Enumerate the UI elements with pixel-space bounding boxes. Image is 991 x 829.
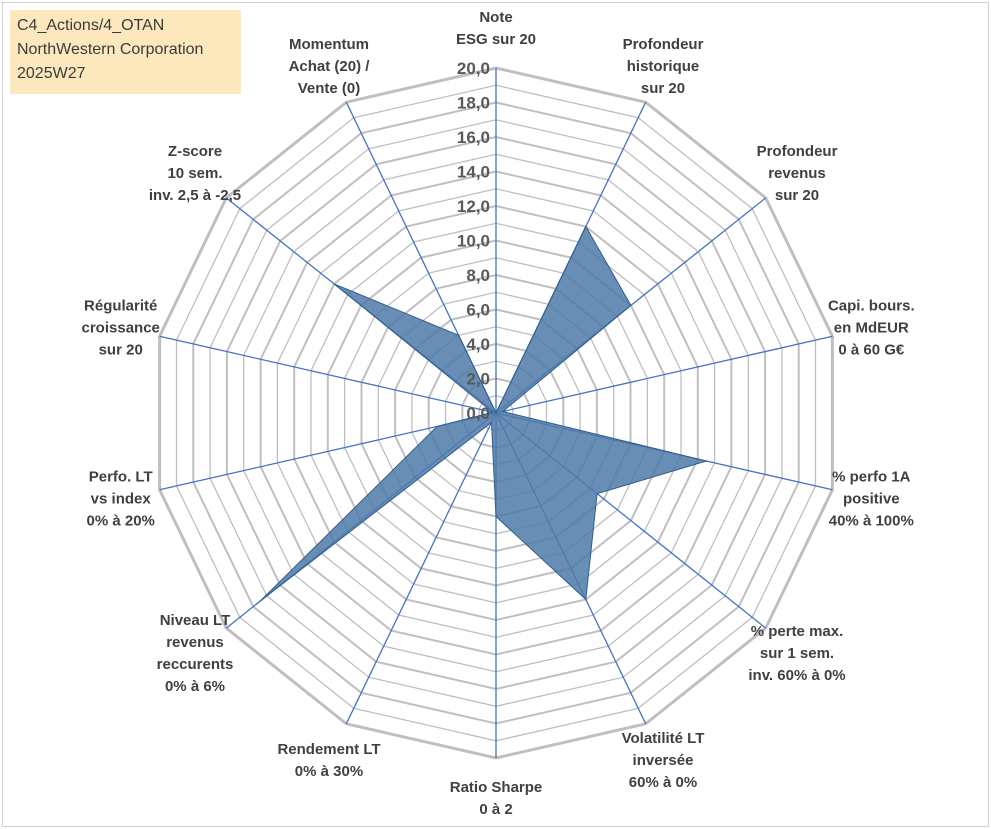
tick-label: 10,0 — [457, 232, 490, 251]
data-series-polygon — [259, 225, 709, 602]
axis-labels: Note ESG sur 20 Profondeur historique sur 20… — [82, 9, 915, 818]
info-company: NorthWestern Corporation — [17, 41, 204, 58]
info-box: C4_Actions/4_OTAN NorthWestern Corporati… — [10, 10, 241, 94]
axis-label: Z-score 10 sem. inv. 2,5 à -2,5 — [149, 143, 241, 204]
axis-spoke — [159, 335, 497, 414]
tick-label: 2,0 — [466, 370, 490, 389]
axis-label: Niveau LT revenus reccurents 0% à 6% — [157, 612, 234, 695]
tick-label: 18,0 — [457, 94, 490, 113]
axis-label: Ratio Sharpe 0 à 2 — [450, 779, 543, 818]
axis-label: Momentum Achat (20) / Vente (0) — [289, 36, 371, 97]
axis-label: Perfo. LT vs index 0% à 20% — [87, 469, 155, 530]
tick-label: 6,0 — [466, 301, 490, 320]
radial-tick-labels: 0,0 2,0 4,0 6,0 8,0 10,0 12,0 14,0 16,0 18,0 20,0 — [457, 59, 490, 423]
axis-label: Profondeur historique sur 20 — [623, 36, 704, 97]
tick-label: 16,0 — [457, 128, 490, 147]
info-path: C4_Actions/4_OTAN — [17, 17, 165, 34]
axis-label: Capi. bours. en MdEUR 0 à 60 G€ — [828, 297, 915, 358]
axis-label: Note ESG sur 20 — [456, 9, 536, 48]
axis-label: Volatilité LT inversée 60% à 0% — [622, 730, 705, 791]
tick-label: 0,0 — [466, 404, 490, 423]
tick-label: 14,0 — [457, 163, 490, 182]
axis-label: % perte max. sur 1 sem. inv. 60% à 0% — [748, 623, 845, 684]
axis-label: Régularité croissance sur 20 — [82, 297, 160, 358]
tick-label: 20,0 — [457, 59, 490, 78]
tick-label: 12,0 — [457, 197, 490, 216]
axis-spoke — [345, 412, 497, 725]
axis-label: Profondeur revenus sur 20 — [757, 143, 838, 204]
info-week: 2025W27 — [17, 65, 86, 82]
axis-spoke — [495, 335, 833, 414]
tick-label: 4,0 — [466, 335, 490, 354]
tick-label: 8,0 — [466, 266, 490, 285]
axis-label: % perfo 1A positive 40% à 100% — [829, 469, 914, 530]
axis-label: Rendement LT 0% à 30% — [277, 741, 380, 780]
